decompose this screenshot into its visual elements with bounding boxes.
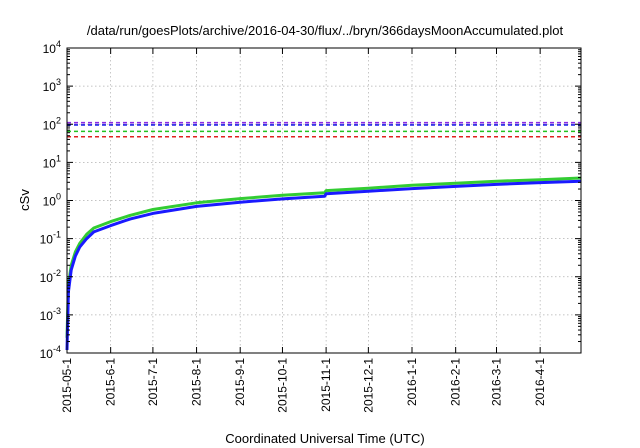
y-tick-label: 104: [43, 39, 61, 56]
x-tick-label: 2015-10-1: [275, 358, 289, 413]
y-tick-base: 10: [43, 156, 57, 170]
y-tick-label: 10-1: [40, 230, 61, 247]
gridlines: [67, 48, 581, 353]
y-tick-label: 10-2: [40, 268, 61, 285]
x-tick-label: 2015-6-1: [104, 358, 118, 406]
y-tick-base: 10: [40, 309, 54, 323]
x-tick-label: 2016-4-1: [533, 358, 547, 406]
x-axis-label: Coordinated Universal Time (UTC): [225, 431, 424, 446]
x-tick-label: 2015-12-1: [361, 358, 375, 413]
x-tick-label: 2015-7-1: [146, 358, 160, 406]
chart-title: /data/run/goesPlots/archive/2016-04-30/f…: [87, 23, 564, 38]
y-tick-exponent: 4: [56, 39, 61, 49]
y-tick-base: 10: [40, 271, 54, 285]
y-tick-label: 10-4: [40, 344, 61, 361]
y-tick-base: 10: [40, 347, 54, 361]
y-tick-label: 100: [43, 192, 61, 209]
series-lines: [65, 176, 582, 351]
x-tick-labels: 2015-05-1 2015-6-1 2015-7-1 2015-8-1 2015-9-…: [60, 358, 547, 413]
y-tick-exponent: 0: [56, 192, 61, 202]
y-tick-exponent: -4: [53, 344, 61, 354]
axis-ticks: [66, 47, 581, 354]
series-line: [65, 179, 582, 351]
x-tick-label: 2015-05-1: [60, 358, 74, 413]
x-tick-label: 2016-1-1: [405, 358, 419, 406]
y-tick-exponent: 2: [56, 115, 61, 125]
threshold-lines: [67, 121, 581, 138]
x-tick-label: 2015-8-1: [190, 358, 204, 406]
y-tick-exponent: -1: [53, 230, 61, 240]
y-tick-label: 103: [43, 77, 61, 94]
y-tick-exponent: -3: [53, 306, 61, 316]
series-line: [65, 176, 582, 338]
x-tick-label: 2016-2-1: [449, 358, 463, 406]
y-tick-exponent: -2: [53, 268, 61, 278]
y-tick-base: 10: [43, 42, 57, 56]
y-tick-base: 10: [40, 233, 54, 247]
y-tick-base: 10: [43, 80, 57, 94]
y-axis-label: cSv: [17, 189, 32, 211]
y-tick-exponent: 3: [56, 77, 61, 87]
y-tick-exponent: 1: [56, 153, 61, 163]
y-tick-label: 10-3: [40, 306, 61, 323]
x-tick-label: 2016-3-1: [490, 358, 504, 406]
y-tick-base: 10: [43, 195, 57, 209]
y-tick-base: 10: [43, 118, 57, 132]
x-tick-label: 2015-11-1: [319, 358, 333, 412]
x-tick-label: 2015-9-1: [233, 358, 247, 406]
y-tick-label: 102: [43, 115, 61, 132]
y-tick-label: 101: [43, 153, 61, 170]
